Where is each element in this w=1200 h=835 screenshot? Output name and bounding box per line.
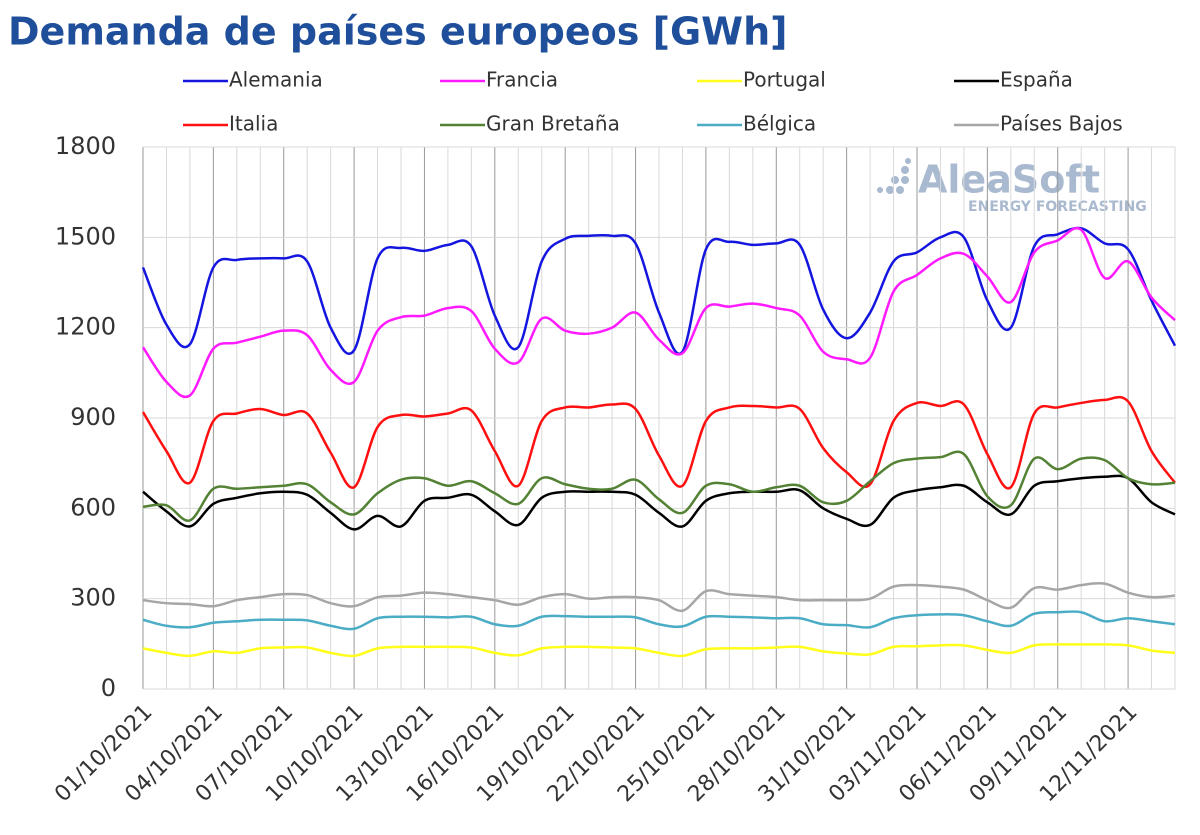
series-line [142,450,1176,522]
legend-label: Bélgica [743,112,816,136]
series-line [141,227,1176,399]
chart-title: Demanda de países europeos [GWh] [8,10,787,54]
series-line [141,395,1177,490]
watermark-brand: AleaSoft [918,158,1100,202]
legend-label: Países Bajos [1000,112,1123,136]
legend-label: España [1000,68,1073,92]
y-tick-label: 1500 [55,222,116,250]
series-line [142,610,1176,631]
series-line [141,226,1177,356]
y-tick-label: 300 [70,584,116,612]
y-tick-label: 600 [70,493,116,521]
y-tick-label: 1800 [55,132,116,160]
watermark-icon [877,158,911,194]
legend-label: Francia [486,68,558,92]
series-line [142,581,1176,613]
legend-label: Alemania [229,68,323,92]
y-tick-label: 900 [70,403,116,431]
legend-label: Italia [229,112,278,136]
grid [142,146,1176,690]
series-line [142,474,1176,531]
legend-label: Gran Bretaña [486,112,620,136]
series-line [142,643,1176,658]
y-tick-label: 0 [101,674,116,702]
legend-label: Portugal [743,68,826,92]
y-tick-label: 1200 [55,313,116,341]
